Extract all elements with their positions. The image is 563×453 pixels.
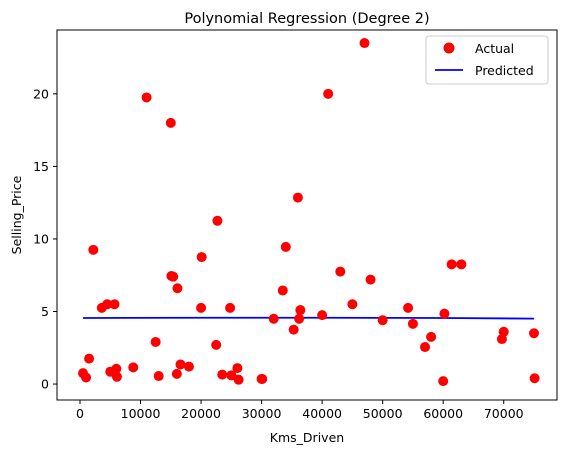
legend-predicted-label: Predicted (475, 63, 534, 78)
actual-point (438, 376, 449, 387)
y-tick-label: 5 (41, 304, 49, 319)
y-tick-label: 15 (33, 159, 49, 174)
actual-point (295, 305, 306, 316)
x-axis: 0 10000 20000 30000 40000 50000 60000 70000 (76, 400, 524, 421)
plot-frame (56, 29, 558, 401)
actual-point (498, 326, 509, 337)
actual-point (150, 336, 161, 347)
legend-actual-marker (443, 42, 455, 54)
x-tick-label: 50000 (363, 406, 403, 421)
y-axis-label: Selling_Price (9, 175, 24, 254)
actual-point (335, 266, 346, 277)
actual-point (175, 359, 186, 370)
actual-point (153, 371, 164, 382)
x-tick-label: 20000 (181, 406, 221, 421)
actual-point (232, 363, 243, 374)
actual-point (141, 92, 152, 103)
actual-point (171, 368, 182, 379)
y-tick-label: 0 (41, 377, 49, 392)
actual-point (377, 315, 388, 326)
actual-point (446, 259, 457, 270)
actual-point (81, 372, 92, 383)
legend-box (425, 35, 549, 85)
actual-point (323, 88, 334, 99)
actual-point (277, 285, 288, 296)
x-tick-label: 40000 (302, 406, 342, 421)
actual-point (420, 342, 431, 353)
y-axis: 0 5 10 15 20 (33, 86, 57, 392)
actual-point (280, 241, 291, 252)
actual-point (128, 362, 139, 373)
actual-point (233, 374, 244, 385)
actual-point (528, 328, 539, 339)
actual-point (439, 308, 450, 319)
actual-series (78, 38, 540, 387)
actual-point (88, 244, 99, 255)
actual-point (365, 274, 376, 285)
actual-point (403, 302, 414, 313)
actual-point (426, 331, 437, 342)
actual-point (183, 361, 194, 372)
actual-point (217, 369, 228, 380)
actual-point (359, 38, 370, 49)
actual-point (168, 271, 179, 282)
actual-point (456, 259, 467, 270)
predicted-series (83, 316, 535, 320)
actual-point (172, 283, 183, 294)
actual-point (84, 353, 95, 364)
actual-point (111, 363, 122, 374)
legend-actual-label: Actual (475, 41, 514, 56)
x-tick-label: 70000 (484, 406, 524, 421)
actual-point (111, 371, 122, 382)
actual-point (226, 370, 237, 381)
chart-title: Polynomial Regression (Degree 2) (184, 11, 429, 27)
x-tick-label: 0 (76, 406, 84, 421)
predicted-line (83, 316, 535, 320)
actual-point (294, 313, 305, 324)
x-tick-label: 30000 (242, 406, 282, 421)
actual-point (292, 192, 303, 203)
actual-point (288, 324, 299, 335)
actual-point (165, 117, 176, 128)
actual-point (225, 302, 236, 313)
actual-point (268, 313, 279, 324)
actual-point (212, 215, 223, 226)
x-axis-label: Kms_Driven (270, 430, 344, 445)
legend: Actual Predicted (425, 35, 549, 85)
actual-point (529, 373, 540, 384)
actual-point (196, 252, 207, 263)
plot-area (57, 30, 557, 400)
actual-point (102, 299, 113, 310)
actual-point (347, 299, 358, 310)
actual-point (317, 310, 328, 321)
y-tick-label: 20 (33, 86, 49, 101)
actual-point (196, 302, 207, 313)
actual-point (109, 299, 120, 310)
actual-point (407, 318, 418, 329)
y-tick-label: 10 (33, 231, 49, 246)
x-tick-label: 10000 (121, 406, 161, 421)
actual-point (257, 373, 268, 384)
x-tick-label: 60000 (423, 406, 463, 421)
actual-point (211, 339, 222, 350)
